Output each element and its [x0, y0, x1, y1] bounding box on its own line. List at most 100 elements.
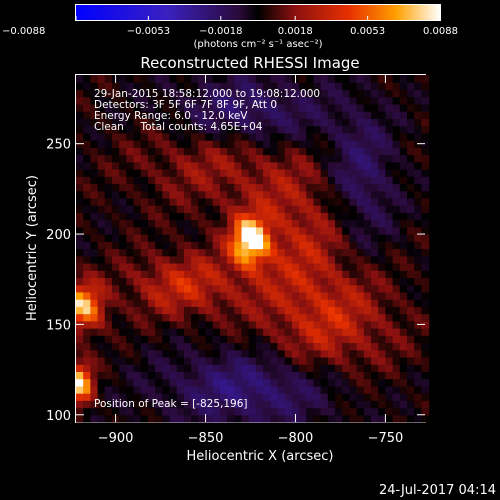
- heatmap-cell: [327, 140, 336, 148]
- heatmap-cell: [414, 349, 423, 358]
- heatmap-cell: [97, 82, 106, 91]
- heatmap-cell: [198, 197, 207, 206]
- heatmap-cell: [255, 75, 264, 83]
- heatmap-cell: [277, 248, 286, 257]
- heatmap-cell: [147, 277, 156, 286]
- heatmap-cell: [227, 400, 235, 409]
- heatmap-cell: [97, 234, 106, 242]
- heatmap-cell: [162, 407, 171, 416]
- heatmap-cell: [169, 241, 178, 250]
- heatmap-cell: [126, 270, 135, 279]
- heatmap-cell: [248, 226, 257, 235]
- heatmap-cell: [284, 414, 293, 423]
- heatmap-cell: [378, 400, 387, 409]
- heatmap-cell: [97, 335, 106, 344]
- heatmap-cell: [284, 118, 293, 127]
- heatmap-cell: [205, 335, 214, 344]
- heatmap-cell: [342, 277, 351, 286]
- heatmap-cell: [399, 313, 408, 322]
- heatmap-cell: [255, 335, 264, 344]
- heatmap-cell: [169, 414, 178, 423]
- heatmap-cell: [414, 183, 423, 192]
- heatmap-cell: [219, 277, 228, 286]
- heatmap-cell: [248, 393, 257, 401]
- heatmap-cell: [356, 364, 365, 372]
- heatmap-cell: [169, 183, 178, 192]
- heatmap-cell: [111, 154, 120, 163]
- heatmap-cell: [104, 349, 113, 358]
- heatmap-cell: [111, 212, 120, 221]
- heatmap-cell: [191, 212, 199, 221]
- heatmap-cell: [155, 299, 163, 307]
- heatmap-cell: [111, 364, 120, 372]
- heatmap-cell: [76, 378, 84, 387]
- heatmap-cell: [263, 385, 271, 394]
- heatmap-cell: [284, 378, 293, 387]
- heatmap-cell: [133, 176, 142, 185]
- heatmap-cell: [147, 190, 156, 199]
- heatmap-cell: [378, 407, 387, 416]
- heatmap-cell: [291, 82, 300, 91]
- heatmap-cell: [147, 168, 156, 177]
- heatmap-cell: [378, 219, 387, 228]
- heatmap-cell: [399, 132, 408, 141]
- heatmap-cell: [371, 241, 379, 250]
- heatmap-cell: [421, 197, 430, 206]
- heatmap-cell: [90, 118, 99, 127]
- heatmap-cell: [327, 349, 336, 358]
- heatmap-cell: [169, 132, 178, 141]
- heatmap-cell: [349, 364, 358, 372]
- heatmap-cell: [299, 328, 307, 336]
- heatmap-cell: [76, 349, 84, 358]
- heatmap-cell: [97, 291, 106, 300]
- heatmap-cell: [90, 342, 99, 351]
- heatmap-cell: [140, 277, 149, 286]
- heatmap-cell: [119, 96, 127, 105]
- heatmap-cell: [356, 356, 365, 365]
- heatmap-cell: [126, 234, 135, 242]
- heatmap-cell: [219, 234, 228, 242]
- heatmap-cell: [126, 75, 135, 83]
- heatmap-cell: [111, 328, 120, 336]
- heatmap-cell: [191, 118, 199, 127]
- heatmap-cell: [97, 378, 106, 387]
- heatmap-cell: [284, 132, 293, 141]
- heatmap-cell: [371, 176, 379, 185]
- heatmap-cell: [198, 262, 207, 271]
- heatmap-cell: [306, 328, 315, 336]
- heatmap-cell: [234, 328, 243, 336]
- heatmap-cell: [277, 393, 286, 401]
- heatmap-cell: [313, 147, 322, 156]
- heatmap-cell: [306, 284, 315, 293]
- heatmap-cell: [378, 154, 387, 163]
- heatmap-cell: [212, 226, 221, 235]
- heatmap-cell: [104, 270, 113, 279]
- heatmap-cell: [119, 103, 127, 112]
- heatmap-cell: [299, 118, 307, 127]
- heatmap-cell: [299, 414, 307, 423]
- heatmap-cell: [212, 248, 221, 257]
- heatmap-cell: [335, 342, 343, 351]
- heatmap-cell: [119, 89, 127, 98]
- heatmap-cell: [111, 190, 120, 199]
- heatmap-cell: [284, 111, 293, 119]
- heatmap-cell: [227, 349, 235, 358]
- heatmap-cell: [140, 313, 149, 322]
- heatmap-cell: [169, 226, 178, 235]
- heatmap-cell: [327, 356, 336, 365]
- heatmap-cell: [356, 407, 365, 416]
- heatmap-cell: [299, 385, 307, 394]
- heatmap-cell: [327, 183, 336, 192]
- heatmap-cell: [392, 241, 401, 250]
- heatmap-cell: [248, 299, 257, 307]
- heatmap-cell: [104, 89, 113, 98]
- heatmap-cell: [320, 197, 329, 206]
- heatmap-cell: [399, 96, 408, 105]
- heatmap-cell: [83, 212, 91, 221]
- heatmap-cell: [306, 371, 315, 380]
- heatmap-cell: [320, 291, 329, 300]
- heatmap-cell: [83, 219, 91, 228]
- heatmap-cell: [97, 255, 106, 264]
- heatmap-cell: [385, 306, 394, 315]
- heatmap-cell: [306, 364, 315, 372]
